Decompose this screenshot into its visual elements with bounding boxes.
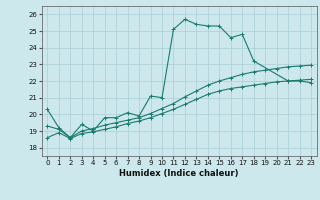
X-axis label: Humidex (Indice chaleur): Humidex (Indice chaleur) xyxy=(119,169,239,178)
